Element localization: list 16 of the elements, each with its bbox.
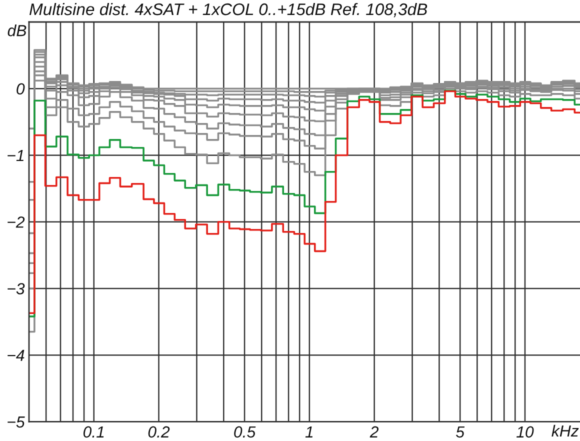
y-axis-title: dB — [8, 24, 26, 36]
x-tick-label: 2 — [370, 426, 379, 438]
y-tick-label: 0 — [16, 83, 25, 95]
y-tick-label: −1 — [8, 150, 24, 162]
x-tick-label: 1 — [305, 426, 313, 438]
x-tick-label: 5 — [456, 426, 465, 438]
x-tick-label: 0.1 — [83, 426, 104, 438]
y-tick-label: −4 — [8, 350, 24, 361]
y-tick-label: −3 — [8, 283, 25, 294]
x-tick-label: 0.2 — [148, 426, 170, 438]
y-tick-label: −2 — [8, 216, 25, 228]
x-tick-label: 10 — [516, 426, 534, 438]
x-axis-title: kHz — [552, 424, 579, 436]
y-tick-label: −5 — [8, 416, 25, 428]
x-tick-label: 0.5 — [234, 426, 256, 438]
chart-title: Multisine dist. 4xSAT + 1xCOL 0..+15dB Ref. 108,3dB — [30, 2, 428, 18]
